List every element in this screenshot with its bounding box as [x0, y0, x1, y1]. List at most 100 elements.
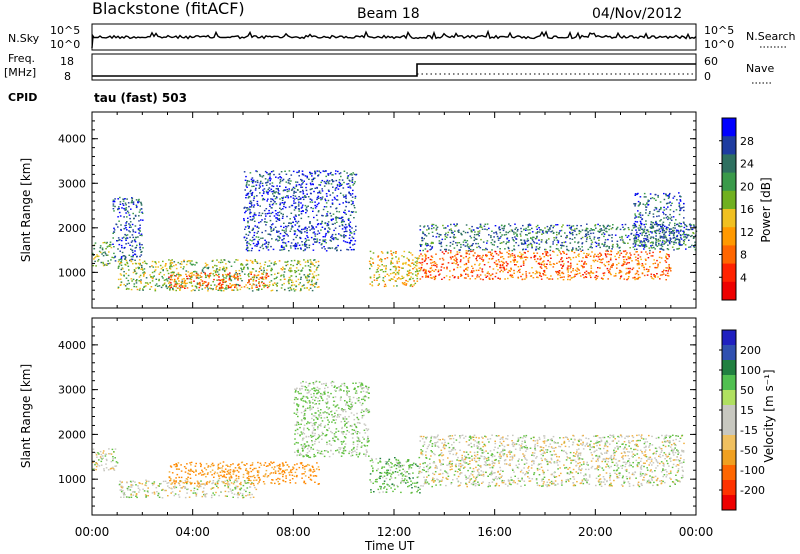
echo-mark — [606, 231, 608, 233]
echo-mark — [237, 259, 239, 261]
echo-mark — [673, 195, 676, 198]
echo-mark — [590, 271, 592, 273]
echo-mark — [475, 242, 477, 245]
echo-mark — [120, 481, 123, 484]
echo-mark — [511, 255, 514, 257]
echo-mark — [634, 236, 636, 239]
echo-mark — [229, 272, 231, 274]
echo-mark — [322, 208, 325, 211]
echo-mark — [253, 484, 255, 487]
echo-mark — [213, 284, 216, 286]
echo-mark — [546, 230, 548, 233]
echo-mark — [97, 255, 99, 258]
echo-mark — [193, 471, 195, 473]
echo-mark — [293, 198, 296, 200]
echo-mark — [300, 207, 303, 209]
echo-mark — [290, 247, 292, 249]
freq-panel: Freq. [MHz] 18 8 60 0 Nave — [4, 52, 774, 84]
echo-mark — [227, 491, 230, 493]
echo-mark — [619, 236, 621, 239]
echo-mark — [623, 259, 625, 261]
echo-mark — [316, 219, 319, 221]
echo-mark — [377, 277, 379, 279]
echo-mark — [313, 283, 316, 285]
echo-mark — [685, 228, 688, 230]
nave-label: Nave — [746, 62, 774, 75]
echo-mark — [624, 223, 627, 226]
echo-mark — [526, 256, 529, 259]
echo-mark — [656, 245, 659, 247]
echo-mark — [352, 202, 354, 205]
echo-mark — [390, 261, 392, 264]
echo-mark — [245, 264, 248, 266]
echo-mark — [414, 256, 417, 259]
echo-mark — [268, 209, 270, 212]
echo-mark — [254, 259, 256, 261]
echo-mark — [634, 273, 637, 275]
echo-mark — [170, 492, 172, 494]
echo-mark — [248, 225, 250, 228]
echo-mark — [633, 238, 635, 240]
echo-mark — [336, 183, 339, 186]
echo-mark — [581, 249, 584, 251]
echo-mark — [128, 496, 131, 499]
echo-mark — [467, 275, 470, 277]
echo-mark — [663, 230, 666, 232]
echo-mark — [621, 224, 624, 226]
echo-mark — [283, 226, 285, 229]
echo-mark — [262, 481, 265, 483]
echo-mark — [174, 485, 176, 487]
echo-mark — [343, 211, 345, 213]
echo-mark — [300, 232, 303, 234]
echo-mark — [490, 253, 492, 255]
echo-mark — [626, 272, 628, 274]
echo-mark — [593, 260, 596, 263]
echo-mark — [446, 268, 448, 270]
echo-mark — [195, 277, 198, 279]
echo-mark — [396, 271, 399, 274]
echo-mark — [419, 278, 422, 280]
echo-mark — [243, 480, 246, 482]
echo-mark — [317, 195, 320, 198]
echo-mark — [130, 496, 133, 498]
echo-mark — [689, 225, 692, 227]
echo-mark — [304, 228, 306, 230]
echo-mark — [561, 260, 564, 263]
echo-mark — [125, 259, 128, 262]
echo-mark — [122, 492, 125, 494]
echo-mark — [131, 240, 134, 242]
echo-mark — [408, 259, 410, 261]
echo-mark — [592, 272, 595, 274]
echo-mark — [474, 278, 477, 280]
echo-mark — [654, 223, 656, 226]
echo-mark — [392, 251, 395, 254]
echo-mark — [289, 245, 292, 247]
echo-mark — [305, 212, 307, 214]
echo-mark — [668, 234, 671, 236]
echo-mark — [142, 247, 144, 249]
echo-mark — [468, 250, 470, 252]
echo-mark — [184, 287, 186, 289]
echo-mark — [384, 258, 386, 260]
echo-mark — [383, 280, 385, 283]
echo-mark — [561, 276, 563, 278]
echo-mark — [248, 275, 250, 278]
echo-mark — [570, 271, 572, 273]
echo-mark — [276, 214, 279, 216]
echo-mark — [227, 487, 230, 489]
echo-mark — [286, 215, 288, 218]
echo-mark — [257, 204, 259, 206]
echo-mark — [678, 243, 681, 246]
echo-mark — [296, 222, 299, 224]
echo-mark — [451, 274, 454, 277]
echo-mark — [286, 233, 288, 236]
echo-mark — [470, 271, 472, 273]
echo-mark — [666, 258, 669, 260]
echo-mark — [112, 468, 115, 470]
echo-mark — [272, 248, 275, 251]
echo-mark — [294, 207, 297, 209]
echo-mark — [667, 206, 669, 208]
echo-mark — [100, 464, 103, 466]
echo-mark — [327, 173, 329, 175]
echo-mark — [201, 270, 204, 272]
